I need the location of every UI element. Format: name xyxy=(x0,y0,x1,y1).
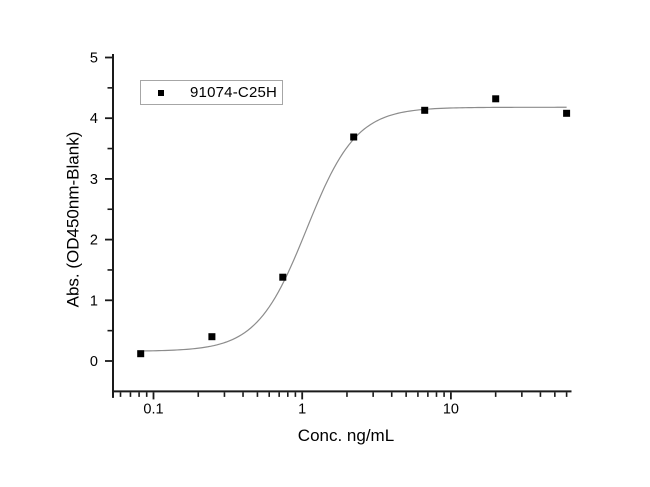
legend-square-marker-icon xyxy=(158,89,164,96)
x-axis-title: Conc. ng/mL xyxy=(297,426,395,445)
x-tick-label: 1 xyxy=(298,401,306,417)
y-tick-label: 4 xyxy=(90,111,98,127)
data-point-marker xyxy=(208,333,216,341)
y-tick-label: 2 xyxy=(90,233,98,249)
x-tick-label: 0.1 xyxy=(143,401,163,417)
x-tick-label: 10 xyxy=(443,401,459,417)
y-tick-label: 1 xyxy=(90,293,98,309)
legend-label: 91074-C25H xyxy=(190,84,278,101)
fit-curve xyxy=(137,106,567,352)
y-tick-label: 5 xyxy=(90,51,98,67)
y-tick-label: 0 xyxy=(90,354,98,370)
legend-box: 91074-C25H xyxy=(140,80,283,105)
data-point-marker xyxy=(350,133,358,141)
data-point-marker xyxy=(492,95,500,103)
data-point-marker xyxy=(137,350,145,358)
y-axis-title: Abs. (OD450nm-Blank) xyxy=(63,131,83,308)
data-point-marker xyxy=(421,106,429,114)
data-point-marker xyxy=(563,109,571,117)
y-tick-label: 3 xyxy=(90,172,98,188)
data-point-marker xyxy=(279,273,287,281)
